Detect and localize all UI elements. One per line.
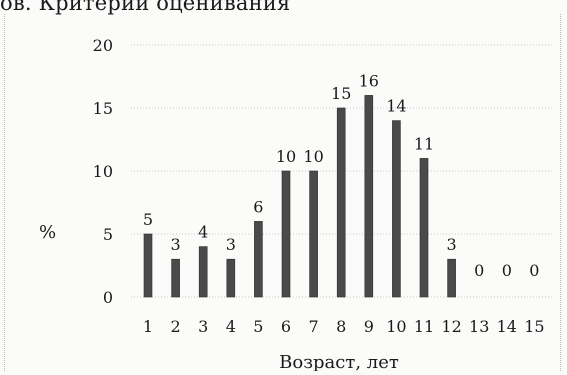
x-tick-label: 12	[441, 317, 461, 336]
data-label: 3	[447, 235, 457, 254]
y-tick-label: 20	[93, 36, 113, 55]
x-tick-label: 5	[253, 317, 263, 336]
x-axis-label: Возраст, лет	[279, 352, 399, 371]
y-axis-label: %	[39, 222, 56, 243]
data-label: 3	[171, 235, 181, 254]
y-tick-label: 0	[103, 288, 113, 307]
data-label: 11	[414, 134, 434, 153]
y-tick-label: 15	[93, 99, 113, 118]
data-label: 3	[226, 235, 236, 254]
bar	[336, 107, 346, 298]
x-tick-label: 10	[386, 317, 406, 336]
bar	[364, 95, 374, 298]
data-label: 0	[502, 261, 512, 280]
x-tick-label: 13	[469, 317, 489, 336]
bar	[171, 258, 180, 298]
bar	[254, 221, 263, 298]
header-caption: ов. Критерии оценивания	[0, 0, 291, 15]
bar	[309, 170, 318, 298]
data-label: 0	[474, 261, 484, 280]
data-label: 6	[253, 197, 263, 216]
data-label: 5	[143, 210, 153, 229]
bar	[392, 120, 401, 298]
bar	[226, 258, 236, 298]
x-tick-label: 1	[143, 317, 153, 336]
data-label: 4	[198, 223, 208, 242]
x-tick-label: 7	[309, 317, 319, 336]
bar	[447, 258, 456, 298]
bars	[143, 95, 456, 298]
data-label: 0	[529, 261, 539, 280]
data-label: 14	[386, 97, 406, 116]
y-tick-label: 5	[103, 225, 113, 244]
x-tick-label: 6	[281, 317, 291, 336]
x-tick-label: 9	[364, 317, 374, 336]
bar	[198, 246, 208, 298]
bar	[143, 233, 153, 298]
y-ticks: 0 5 10 15 20	[93, 36, 113, 307]
x-tick-label: 15	[524, 317, 544, 336]
x-tick-label: 11	[414, 317, 434, 336]
x-tick-label: 3	[198, 317, 208, 336]
data-label: 10	[303, 147, 323, 166]
x-tick-label: 8	[336, 317, 346, 336]
data-label: 16	[359, 71, 379, 90]
x-tick-label: 4	[226, 317, 236, 336]
x-tick-label: 14	[497, 317, 517, 336]
x-tick-label: 2	[171, 317, 181, 336]
bar	[419, 158, 429, 298]
x-ticks: 1 2 3 4 5 6 7 8 9 10 11 12 13 14 15	[143, 317, 545, 336]
y-tick-label: 10	[93, 162, 113, 181]
bar	[281, 170, 291, 298]
data-label: 10	[276, 147, 296, 166]
data-label: 15	[331, 84, 351, 103]
